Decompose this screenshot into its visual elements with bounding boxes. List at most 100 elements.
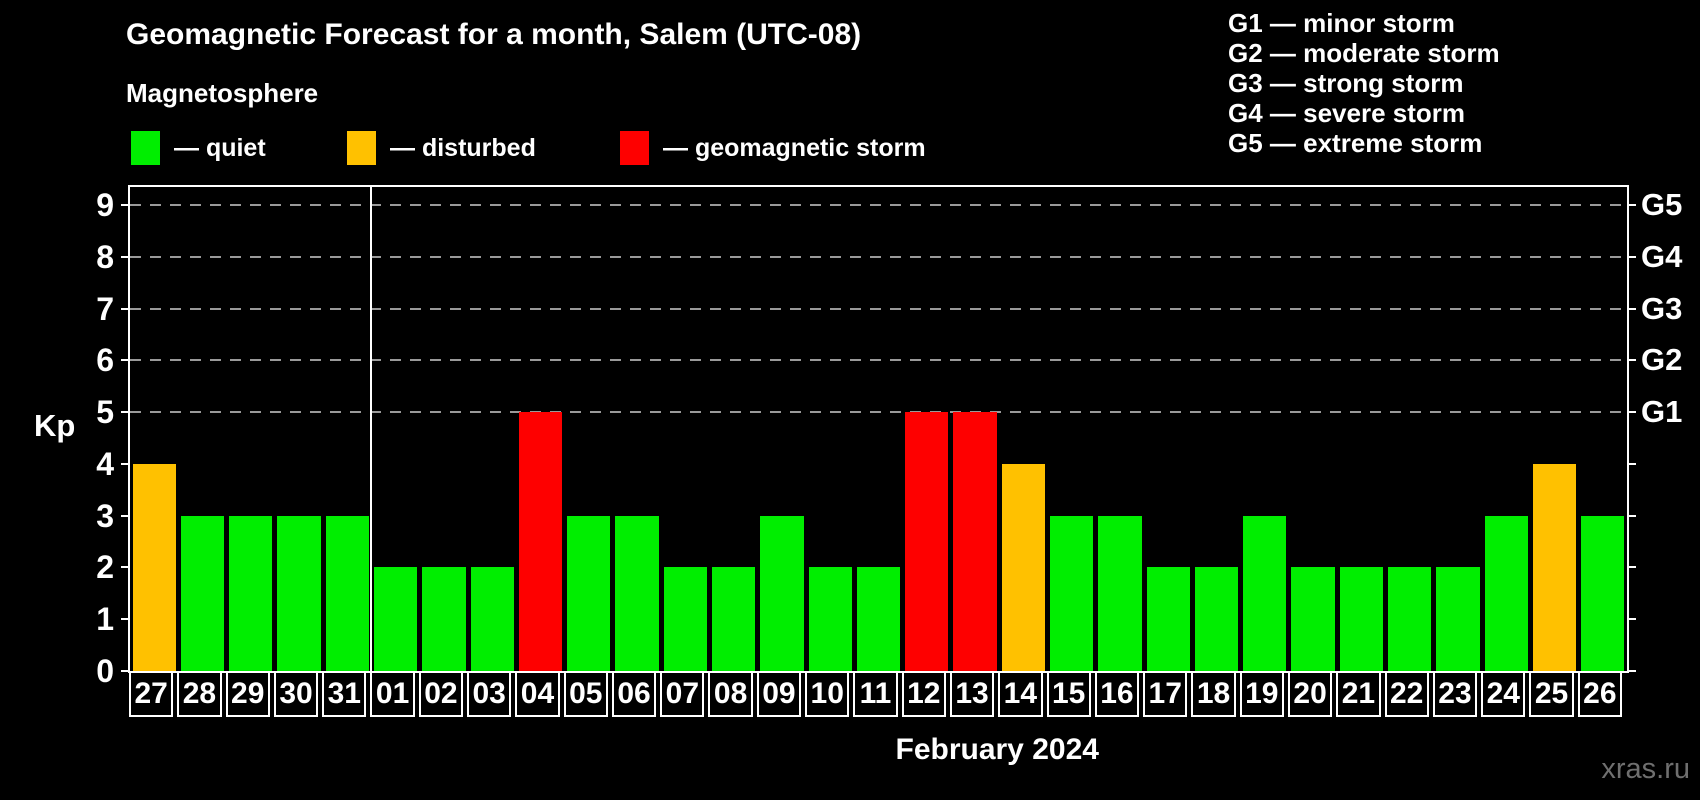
left-tick-kp9 xyxy=(121,204,130,207)
left-tick-kp3 xyxy=(121,514,130,517)
right-tick-kp6 xyxy=(1627,359,1636,362)
bar-day-15 xyxy=(1050,515,1094,671)
day-box-15: 15 xyxy=(1046,671,1091,717)
day-box-01: 01 xyxy=(370,671,415,717)
left-tick-kp1 xyxy=(121,618,130,621)
bar-day-13 xyxy=(953,412,997,671)
left-tick-kp4 xyxy=(121,462,130,465)
watermark: xras.ru xyxy=(1601,753,1690,785)
left-tick-kp8 xyxy=(121,255,130,258)
day-box-06: 06 xyxy=(611,671,657,717)
gridline-kp8 xyxy=(130,255,1627,258)
bar-day-01 xyxy=(373,567,418,671)
bar-day-09 xyxy=(760,515,804,671)
day-box-20: 20 xyxy=(1287,671,1333,717)
right-tick-kp0 xyxy=(1627,670,1636,672)
bar-day-02 xyxy=(422,567,466,671)
right-tick-kp7 xyxy=(1627,307,1636,310)
y-tick-label-1: 1 xyxy=(96,601,114,638)
bar-day-03 xyxy=(470,567,514,671)
legend-label-quiet: — quiet xyxy=(174,133,266,162)
bar-day-21 xyxy=(1339,567,1384,671)
bar-day-11 xyxy=(856,567,901,671)
right-tick-kp1 xyxy=(1627,618,1636,621)
y-tick-label-6: 6 xyxy=(96,342,114,379)
day-box-28: 28 xyxy=(177,671,222,717)
bar-day-26 xyxy=(1581,515,1625,671)
legend-item-storm: — geomagnetic storm xyxy=(620,130,926,166)
bar-day-27 xyxy=(132,463,176,671)
left-tick-kp0 xyxy=(121,670,130,672)
chart-subtitle: Magnetosphere xyxy=(126,78,319,108)
day-box-21: 21 xyxy=(1336,671,1381,717)
bar-day-18 xyxy=(1194,567,1239,671)
g5-definition: G5 — extreme storm xyxy=(1228,128,1483,158)
bar-day-14 xyxy=(1001,463,1045,671)
bar-day-20 xyxy=(1291,567,1335,671)
bar-day-28 xyxy=(180,515,225,671)
left-tick-kp5 xyxy=(121,411,130,414)
storm-color-swatch xyxy=(620,131,649,165)
chart-title: Geomagnetic Forecast for a month, Salem … xyxy=(126,18,862,51)
day-box-29: 29 xyxy=(225,671,270,717)
bar-day-19 xyxy=(1243,515,1287,671)
right-tick-kp4 xyxy=(1627,462,1636,465)
bar-day-22 xyxy=(1388,567,1432,671)
bar-day-29 xyxy=(229,515,273,671)
day-box-18: 18 xyxy=(1191,671,1236,717)
bar-day-12 xyxy=(905,412,949,671)
day-box-30: 30 xyxy=(273,671,319,717)
day-box-04: 04 xyxy=(515,671,560,717)
y-tick-label-9: 9 xyxy=(96,187,114,224)
bar-day-24 xyxy=(1484,515,1528,671)
right-tick-kp5 xyxy=(1627,411,1636,414)
left-tick-kp7 xyxy=(121,307,130,310)
day-box-02: 02 xyxy=(418,671,464,717)
legend-item-disturbed: — disturbed xyxy=(347,130,536,166)
y-tick-label-3: 3 xyxy=(96,497,114,534)
right-tick-kp3 xyxy=(1627,514,1636,517)
legend-label-disturbed: — disturbed xyxy=(390,133,536,162)
day-box-10: 10 xyxy=(805,671,850,717)
g-tick-label-g5: G5 xyxy=(1641,187,1683,223)
g1-definition: G1 — minor storm xyxy=(1228,8,1455,38)
g4-definition: G4 — severe storm xyxy=(1228,98,1466,128)
gridline-kp7 xyxy=(130,307,1627,310)
day-box-03: 03 xyxy=(467,671,512,717)
legend-label-storm: — geomagnetic storm xyxy=(663,133,926,162)
y-tick-label-0: 0 xyxy=(96,653,114,689)
y-axis-label: Kp xyxy=(34,408,76,443)
bar-day-05 xyxy=(567,515,611,671)
bar-day-04 xyxy=(518,412,563,671)
plot-area xyxy=(128,185,1629,673)
bar-day-25 xyxy=(1532,463,1577,671)
gridline-kp6 xyxy=(130,359,1627,362)
right-tick-kp2 xyxy=(1627,566,1636,569)
g-tick-label-g1: G1 xyxy=(1641,394,1683,430)
bar-day-07 xyxy=(663,567,707,671)
day-box-24: 24 xyxy=(1481,671,1526,717)
y-tick-label-5: 5 xyxy=(96,394,114,431)
y-tick-label-8: 8 xyxy=(96,238,114,275)
legend-item-quiet: — quiet xyxy=(131,130,266,166)
y-tick-label-4: 4 xyxy=(96,445,114,482)
day-box-16: 16 xyxy=(1094,671,1140,717)
day-box-23: 23 xyxy=(1432,671,1478,717)
gridline-kp5 xyxy=(130,411,1627,414)
bar-day-23 xyxy=(1436,567,1480,671)
quiet-color-swatch xyxy=(131,131,160,165)
day-box-25: 25 xyxy=(1529,671,1574,717)
day-box-12: 12 xyxy=(901,671,946,717)
g-tick-label-g3: G3 xyxy=(1641,290,1683,326)
month-separator-line xyxy=(370,187,373,671)
day-box-08: 08 xyxy=(708,671,753,717)
left-tick-kp6 xyxy=(121,359,130,362)
day-box-14: 14 xyxy=(998,671,1043,717)
day-box-22: 22 xyxy=(1384,671,1429,717)
day-box-31: 31 xyxy=(322,671,367,717)
day-box-17: 17 xyxy=(1143,671,1188,717)
y-tick-label-2: 2 xyxy=(96,549,114,586)
bar-day-16 xyxy=(1098,515,1142,671)
bar-day-17 xyxy=(1146,567,1190,671)
